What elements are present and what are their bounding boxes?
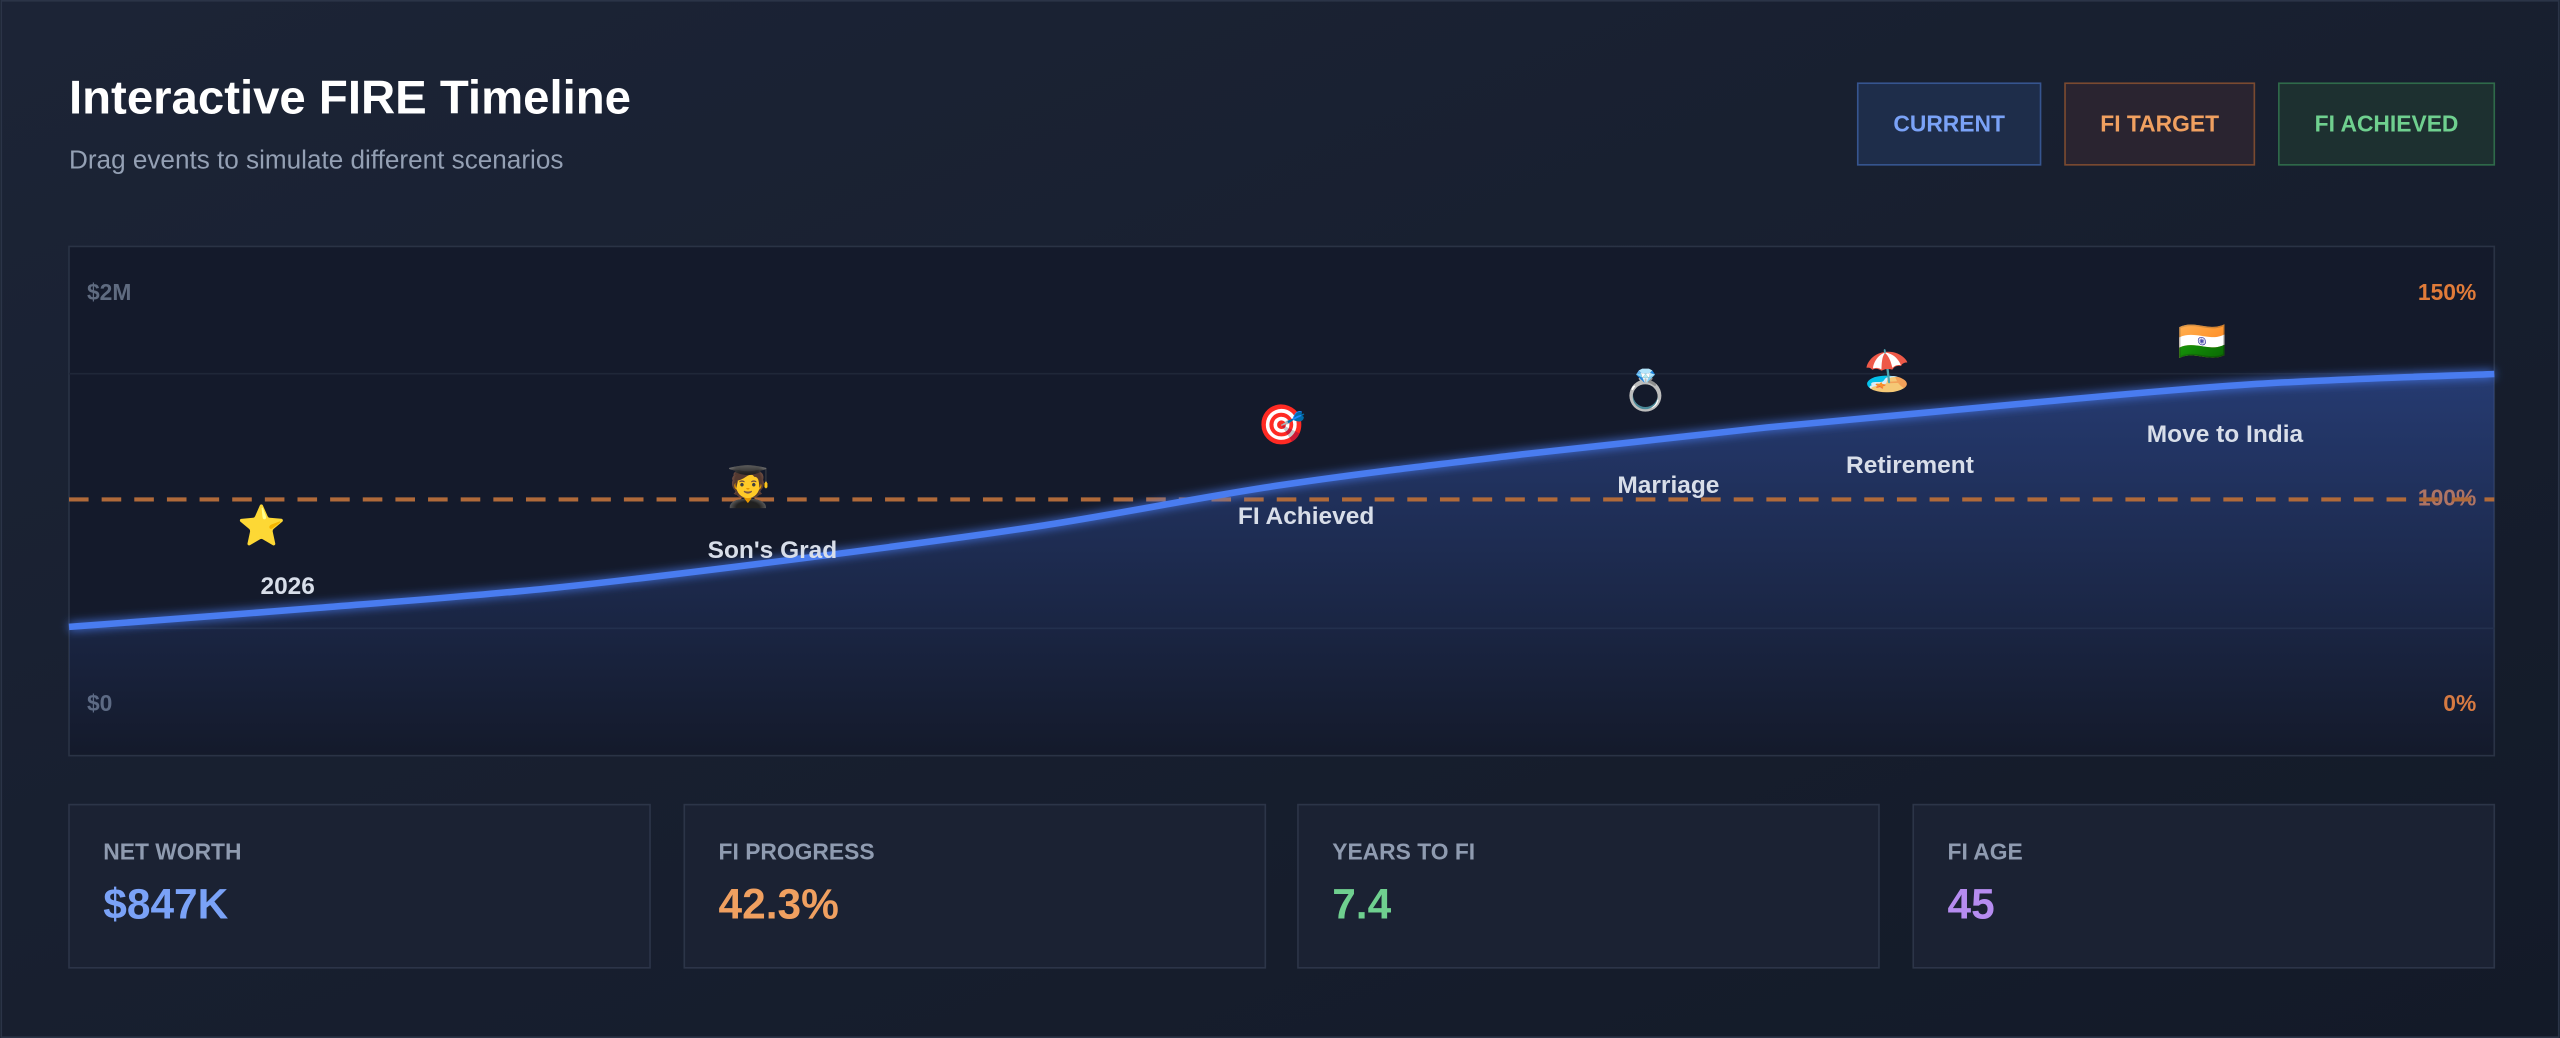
stat-label: NET WORTH bbox=[103, 839, 241, 865]
stat-card bbox=[683, 803, 1267, 969]
event-label[interactable]: Move to India bbox=[2147, 421, 2304, 448]
stat-label: YEARS TO FI bbox=[1332, 839, 1475, 865]
event-icon[interactable]: 🏖️ bbox=[1863, 348, 1912, 393]
stat-label: FI PROGRESS bbox=[719, 839, 875, 865]
fi-target-button[interactable] bbox=[2064, 82, 2256, 166]
stat-label: FI AGE bbox=[1948, 839, 2023, 865]
stat-value: 42.3% bbox=[719, 881, 839, 928]
stat-value: 45 bbox=[1948, 881, 1995, 928]
current-button[interactable] bbox=[1856, 82, 2042, 166]
event-icon[interactable]: 🎯 bbox=[1257, 403, 1306, 447]
area bbox=[69, 373, 2495, 755]
subtitle: Drag events to simulate different scenar… bbox=[69, 144, 563, 174]
fi-target-button-label[interactable]: FI TARGET bbox=[2100, 111, 2219, 137]
event-icon[interactable]: 🇮🇳 bbox=[2178, 321, 2227, 364]
net-worth-line bbox=[68, 370, 2495, 631]
title: Interactive FIRE Timeline bbox=[69, 72, 631, 125]
stat-card bbox=[1912, 803, 2496, 969]
event-icon[interactable]: 🧑‍🎓 bbox=[724, 464, 773, 509]
fi-achieved-button[interactable] bbox=[2278, 82, 2496, 166]
y-tick-label: $2M bbox=[87, 279, 131, 305]
event-label[interactable]: FI Achieved bbox=[1238, 503, 1374, 530]
event-label[interactable]: Son's Grad bbox=[708, 537, 838, 564]
event-icon[interactable]: ⭐ bbox=[237, 503, 286, 548]
fi-achieved-button-label[interactable]: FI ACHIEVED bbox=[2315, 111, 2459, 137]
event-label[interactable]: 2026 bbox=[260, 573, 314, 600]
right-axis-label: 150% bbox=[2418, 279, 2476, 305]
event-label[interactable]: Marriage bbox=[1617, 472, 1719, 499]
stats: NET WORTH $847K FI PROGRESS 42.3% YEARS TO F… bbox=[68, 803, 2496, 969]
event-icon[interactable]: 💍 bbox=[1621, 368, 1670, 414]
stat-value: 7.4 bbox=[1332, 881, 1391, 928]
stat-card bbox=[68, 803, 651, 969]
stat-value: $847K bbox=[103, 881, 228, 928]
event-label[interactable]: Retirement bbox=[1846, 452, 1974, 479]
stat-card bbox=[1297, 803, 1880, 969]
current-button-label[interactable]: CURRENT bbox=[1893, 111, 2005, 137]
